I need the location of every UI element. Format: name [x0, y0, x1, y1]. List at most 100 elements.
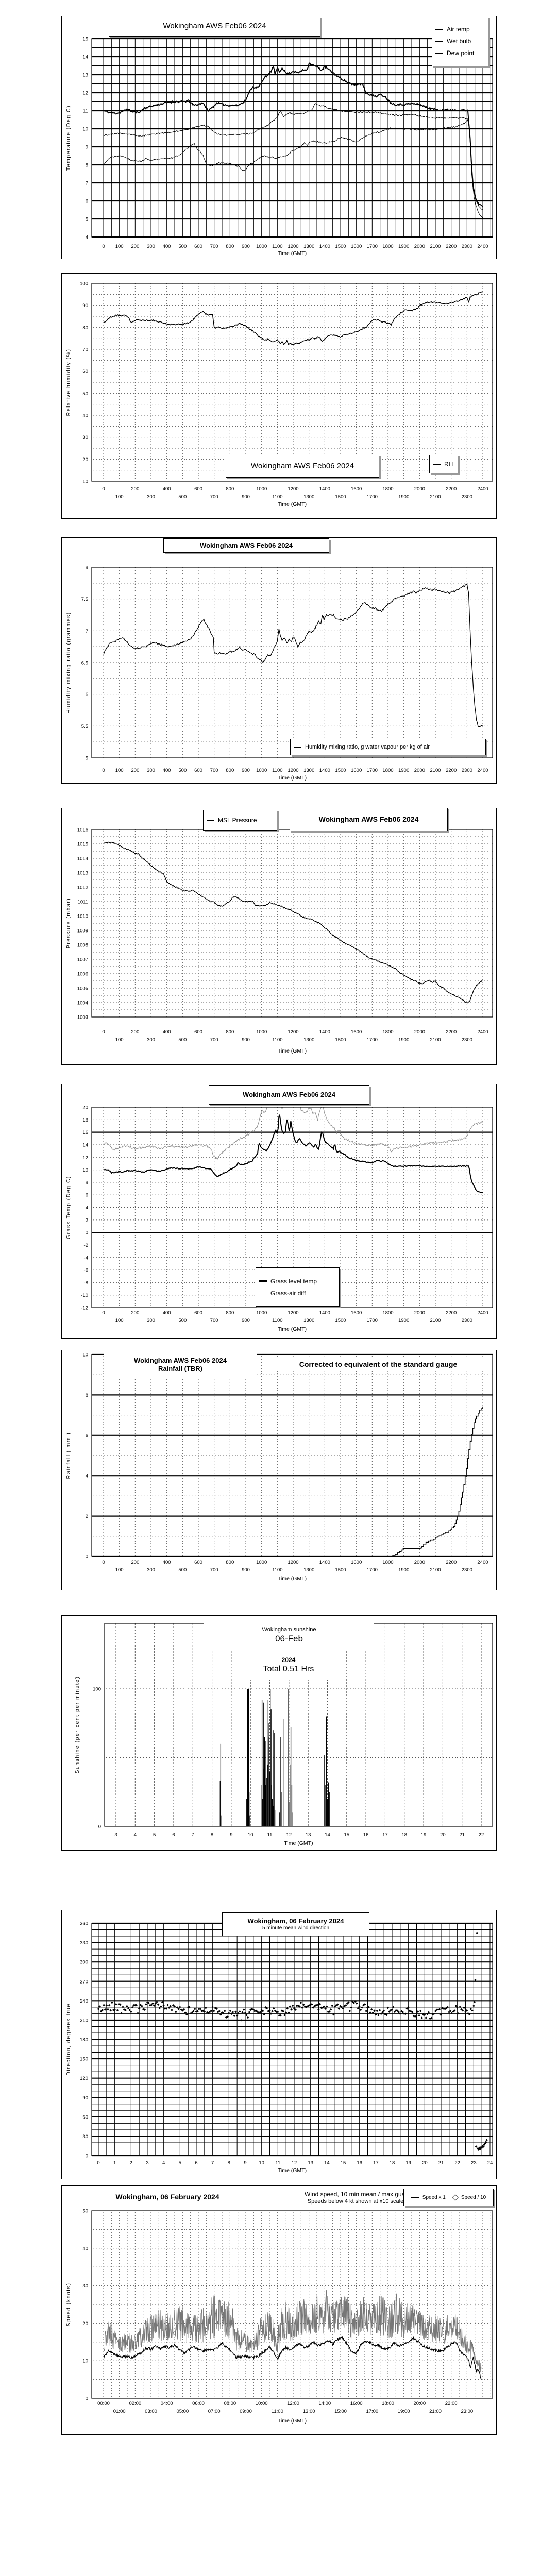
- svg-text:200: 200: [131, 486, 139, 492]
- svg-text:5: 5: [86, 217, 88, 223]
- svg-text:2300: 2300: [462, 1318, 472, 1324]
- svg-text:21:00: 21:00: [429, 2409, 442, 2414]
- diamond-marker-icon: [451, 2194, 459, 2201]
- svg-text:03:00: 03:00: [145, 2409, 157, 2414]
- svg-text:1006: 1006: [77, 972, 88, 977]
- line-sample-icon: [294, 747, 301, 748]
- svg-text:600: 600: [194, 1560, 202, 1565]
- svg-text:2000: 2000: [414, 1310, 425, 1316]
- svg-text:1000: 1000: [256, 1029, 267, 1035]
- svg-text:1100: 1100: [272, 244, 282, 249]
- svg-text:-4: -4: [84, 1255, 88, 1261]
- svg-text:1100: 1100: [272, 1567, 282, 1573]
- svg-text:11: 11: [267, 1832, 273, 1838]
- line-sample-icon: [433, 463, 441, 465]
- legend-label: Humidity mixing ratio, g water vapour pe…: [305, 744, 430, 750]
- chart-pressure-plot: 1003 1004 1005 1006 1007 1008 1009 1010 1011 1012…: [65, 827, 493, 1054]
- legend-item: Speed / 10: [451, 2194, 486, 2201]
- svg-text:1500: 1500: [335, 1037, 346, 1043]
- svg-text:16: 16: [357, 2160, 362, 2166]
- svg-text:6: 6: [86, 1433, 88, 1438]
- svg-text:1900: 1900: [398, 768, 409, 773]
- svg-text:100: 100: [115, 244, 124, 249]
- svg-text:19: 19: [405, 2160, 411, 2166]
- svg-text:20: 20: [82, 457, 88, 463]
- svg-text:11: 11: [275, 2160, 280, 2166]
- svg-text:100: 100: [115, 494, 124, 500]
- svg-text:5: 5: [86, 756, 88, 761]
- svg-text:1003: 1003: [77, 1015, 88, 1021]
- chart-temperature-title-box: Wokingham AWS Feb06 2024: [109, 16, 320, 37]
- svg-text:11: 11: [83, 109, 88, 114]
- svg-text:2400: 2400: [477, 486, 488, 492]
- svg-text:700: 700: [210, 1318, 218, 1324]
- svg-text:1300: 1300: [303, 1567, 314, 1573]
- legend-label: Wet bulb: [447, 38, 471, 45]
- svg-text:1400: 1400: [319, 486, 330, 492]
- svg-text:17:00: 17:00: [366, 2409, 378, 2414]
- svg-text:8: 8: [86, 1180, 88, 1185]
- svg-text:14:00: 14:00: [318, 2401, 331, 2406]
- svg-text:13: 13: [308, 2160, 313, 2166]
- svg-text:400: 400: [163, 244, 171, 249]
- svg-text:300: 300: [147, 1567, 155, 1573]
- svg-text:14: 14: [82, 1142, 88, 1148]
- chart-wind-speed: 0 10 20 30 40 50 Speed (knots) 00:00 01:00 02:00 0…: [61, 2185, 497, 2435]
- chart-wind-direction: 0 30 60 90 120 150 180 210 240 270 300 330 360 Direct…: [61, 1910, 497, 2179]
- svg-text:1000: 1000: [256, 244, 267, 249]
- svg-text:1012: 1012: [77, 885, 88, 891]
- svg-text:800: 800: [226, 1560, 234, 1565]
- svg-text:1200: 1200: [288, 486, 298, 492]
- svg-text:1004: 1004: [77, 1001, 88, 1006]
- svg-text:80: 80: [82, 325, 88, 331]
- svg-text:Time (GMT): Time (GMT): [278, 501, 307, 507]
- chart-sunshine-plot: 0 100 Sunshine (per cent per minute) 3 4 5 6 7 8…: [74, 1623, 493, 1846]
- chart-relative-humidity-plot: 10 20 30 40 50 60 70 80 90 100 Relative humidity (…: [65, 281, 493, 507]
- svg-text:1700: 1700: [367, 1037, 378, 1043]
- svg-text:1300: 1300: [303, 768, 314, 773]
- svg-text:7: 7: [86, 629, 88, 634]
- svg-text:4: 4: [86, 235, 88, 241]
- svg-text:3: 3: [114, 1832, 117, 1838]
- svg-text:Relative humidity (%): Relative humidity (%): [65, 349, 72, 416]
- svg-text:30: 30: [82, 2283, 88, 2289]
- svg-text:20: 20: [82, 2321, 88, 2327]
- svg-text:2200: 2200: [446, 486, 457, 492]
- svg-text:2200: 2200: [446, 1560, 457, 1565]
- svg-text:1600: 1600: [351, 1560, 362, 1565]
- svg-text:1016: 1016: [77, 827, 88, 833]
- svg-text:200: 200: [131, 1310, 139, 1316]
- svg-text:90: 90: [82, 303, 88, 309]
- line-sample-icon: [207, 819, 214, 821]
- svg-text:Temperature (Deg C): Temperature (Deg C): [65, 105, 72, 171]
- svg-text:2200: 2200: [446, 1029, 457, 1035]
- svg-text:2300: 2300: [462, 494, 472, 500]
- svg-text:2000: 2000: [414, 1029, 425, 1035]
- svg-text:900: 900: [242, 1567, 250, 1573]
- svg-text:0: 0: [102, 486, 105, 492]
- svg-text:1900: 1900: [398, 1318, 409, 1324]
- legend-item: Grass-air diff: [259, 1290, 306, 1297]
- svg-text:2100: 2100: [430, 1037, 441, 1043]
- svg-text:Time (GMT): Time (GMT): [278, 250, 307, 257]
- svg-text:800: 800: [226, 244, 234, 249]
- svg-text:210: 210: [80, 2018, 88, 2023]
- svg-text:1200: 1200: [288, 768, 298, 773]
- chart-wind-direction-title-box: Wokingham, 06 February 2024 5 minute mean…: [222, 1912, 369, 1936]
- svg-text:1900: 1900: [398, 494, 409, 500]
- svg-text:800: 800: [226, 486, 234, 492]
- text-line: Rainfall (TBR): [158, 1365, 202, 1372]
- svg-text:800: 800: [226, 768, 234, 773]
- svg-text:12: 12: [286, 1832, 292, 1838]
- svg-text:150: 150: [80, 2057, 88, 2062]
- svg-text:300: 300: [147, 768, 155, 773]
- text-line: Wokingham AWS Feb06 2024: [200, 541, 293, 549]
- legend-label: Grass level temp: [270, 1277, 317, 1285]
- text-line: Wokingham AWS Feb06 2024: [250, 461, 354, 470]
- svg-text:1700: 1700: [367, 1567, 378, 1573]
- svg-text:1800: 1800: [382, 1310, 393, 1316]
- svg-text:2400: 2400: [477, 1310, 488, 1316]
- svg-text:24: 24: [487, 2160, 493, 2166]
- svg-text:1200: 1200: [288, 1310, 298, 1316]
